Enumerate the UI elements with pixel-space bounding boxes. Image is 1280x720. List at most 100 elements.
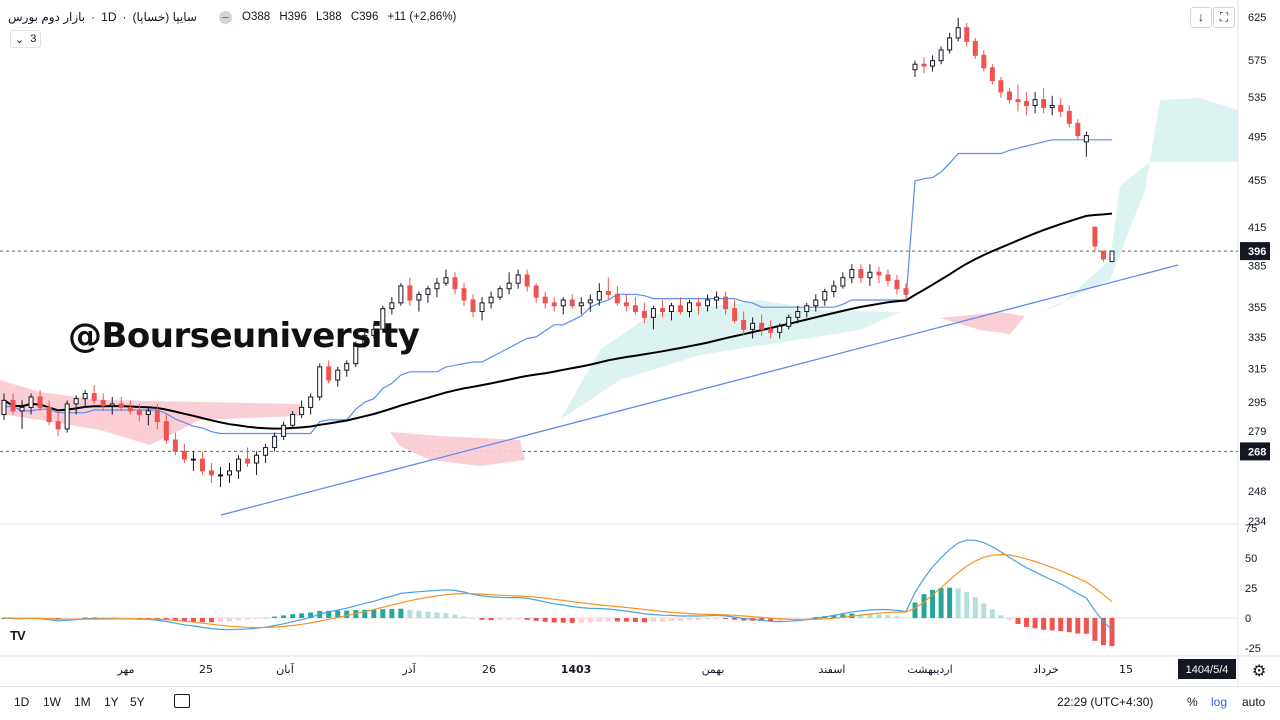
candle-body (524, 274, 530, 287)
candle-body (82, 393, 88, 400)
candle-body (650, 308, 656, 318)
candle-body (641, 311, 647, 318)
macd-histogram-bar (1109, 618, 1115, 647)
candle-body (972, 40, 978, 56)
candle-body (479, 302, 485, 313)
macd-histogram-bar (290, 614, 296, 618)
candle-body (921, 63, 927, 67)
macd-histogram-bar (199, 618, 205, 623)
candle-body (964, 27, 970, 42)
macd-histogram-bar (344, 610, 350, 618)
candle-body (813, 299, 819, 307)
indicator-count: 3 (30, 33, 37, 45)
cloud-bull-2 (1040, 98, 1238, 312)
macd-histogram-bar (578, 618, 584, 623)
gear-icon[interactable]: ⚙ (1252, 663, 1267, 680)
auto-toggle[interactable]: auto (1242, 695, 1266, 709)
macd-histogram-bar (389, 609, 395, 618)
timeframe-label[interactable]: 1D (101, 10, 117, 24)
candle-body (290, 413, 296, 426)
trendline (220, 264, 1179, 516)
candle-body (777, 325, 783, 333)
candle-body (73, 398, 79, 405)
candle-body (569, 299, 575, 307)
percent-toggle[interactable]: % (1187, 695, 1198, 709)
macd-histogram-bar (614, 618, 620, 622)
tradingview-logo: TV (10, 628, 26, 643)
macd-histogram-bar (1100, 618, 1106, 646)
candle-body (470, 299, 476, 313)
candle-body (955, 27, 961, 39)
price-tick-label: 248 (1248, 486, 1266, 498)
candle-body (154, 410, 160, 423)
macd-histogram-bar (741, 618, 747, 621)
candle-body (506, 282, 512, 290)
candle-body (254, 454, 260, 464)
candle-body (407, 285, 413, 301)
macd-histogram-bar (488, 618, 494, 621)
candle-body (768, 328, 774, 333)
log-toggle[interactable]: log (1211, 695, 1228, 709)
candle-body (398, 285, 404, 304)
candle-body (1, 399, 7, 415)
candle-body (677, 305, 683, 313)
candle-body (1100, 250, 1106, 260)
macd-histogram-bar (299, 613, 305, 618)
candle-body (190, 458, 196, 461)
macd-tick-label: 25 (1245, 583, 1257, 595)
macd-histogram-bar (254, 618, 260, 619)
macd-histogram-bar (885, 615, 891, 618)
indicator-lines (3, 139, 1179, 516)
range-1w[interactable]: 1W (43, 695, 61, 709)
candle-body (1032, 99, 1038, 106)
macd-tick-label: 75 (1245, 523, 1257, 535)
low-value: L388 (316, 11, 342, 23)
candle-body (488, 296, 494, 304)
macd-histogram-bar (524, 618, 530, 620)
candle-body (533, 285, 539, 298)
macd-histogram-bar (759, 618, 765, 621)
candle-body (515, 274, 521, 284)
macd-histogram-bar (659, 618, 665, 622)
macd-tick-label: -25 (1245, 643, 1261, 655)
kijun-line (4, 139, 1112, 435)
macd-histogram-bar (876, 614, 882, 618)
current-date-bg (1178, 659, 1236, 679)
candle-body (1092, 226, 1098, 247)
clock-time[interactable]: 22:29 (UTC+4:30) (1057, 695, 1154, 709)
download-button[interactable]: ↓ (1190, 7, 1212, 28)
range-1m[interactable]: 1M (74, 695, 91, 709)
chevron-down-icon: ⌄ (15, 33, 25, 46)
macd-histogram-bar (560, 618, 566, 623)
macd-line (3, 539, 1113, 631)
candle-body (938, 49, 944, 62)
macd-histogram-bar (840, 614, 846, 618)
signal-line (3, 553, 1113, 629)
macd-histogram-bar (380, 609, 386, 618)
exchange-label: بازار دوم بورس (8, 10, 86, 24)
macd-histogram-bar (551, 618, 557, 623)
price-tick-label: 535 (1248, 92, 1266, 104)
indicator-toggle[interactable]: ⌄ 3 (10, 30, 42, 48)
fullscreen-button[interactable]: ⛶ (1213, 7, 1235, 28)
calendar-icon[interactable] (174, 694, 190, 708)
range-5y[interactable]: 5Y (130, 695, 145, 709)
candle-body (380, 308, 386, 330)
hide-icon[interactable] (219, 10, 232, 24)
macd-histogram-bar (461, 616, 467, 618)
range-1d[interactable]: 1D (14, 695, 30, 709)
candle-body (1066, 110, 1072, 124)
candle-body (181, 450, 187, 460)
symbol-header: بازار دوم بورس · 1D · سایپا (خساپا) (8, 10, 197, 24)
symbol-name[interactable]: سایپا (خساپا) (132, 10, 197, 24)
macd-histogram-bar (470, 618, 476, 619)
candle-body (226, 470, 232, 476)
macd-histogram-bar (912, 602, 918, 618)
range-1y[interactable]: 1Y (104, 695, 119, 709)
macd-histogram-bar (858, 613, 864, 618)
macd-histogram-bar (1015, 618, 1021, 625)
macd-histogram-bar (236, 618, 242, 621)
candle-body (804, 305, 810, 313)
candle-body (443, 277, 449, 284)
